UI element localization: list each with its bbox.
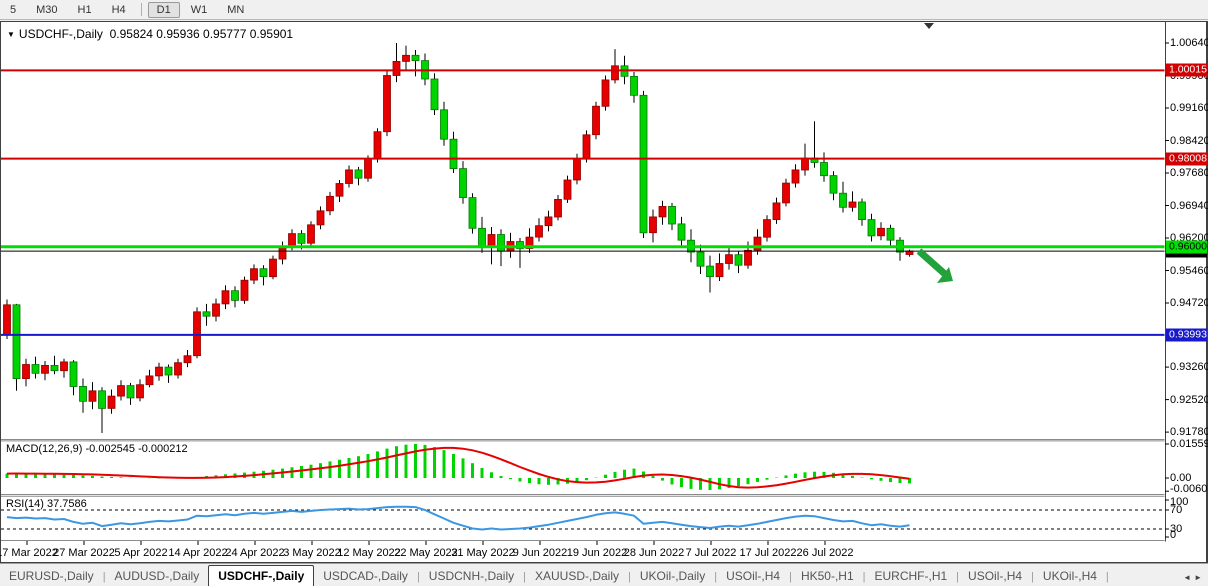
timeframe-button-h4[interactable]: H4 [111, 3, 126, 16]
tab-separator: | [862, 571, 866, 583]
price-tick-label: 0.91780 [1170, 426, 1208, 439]
price-level-badge: 0.98008 [1166, 152, 1207, 166]
date-label: 31 May 2022 [451, 547, 515, 559]
timeframe-toolbar: 5 M30 H1 H4 D1 W1 MN [0, 0, 1208, 20]
tab-separator: | [714, 571, 718, 583]
symbol-tab-usoil-h4[interactable]: USOil-,H4 [726, 569, 781, 583]
date-label: 28 Jun 2022 [623, 547, 685, 559]
tab-separator: | [956, 571, 960, 583]
date-label: 14 Apr 2022 [168, 547, 228, 559]
price-tick-label: 0.95460 [1170, 264, 1208, 277]
macd-axis-label: 0.00 [1170, 472, 1192, 484]
symbol-tab-usdcad-daily[interactable]: USDCAD-,Daily [323, 569, 408, 583]
price-tick-label: 0.96940 [1170, 199, 1208, 212]
symbol-tab-hk50-h1[interactable]: HK50-,H1 [800, 569, 854, 583]
symbol-tab-usdcnh-daily[interactable]: USDCNH-,Daily [428, 569, 515, 583]
chart-symbol-label: USDCHF-,Daily [18, 27, 103, 41]
price-tick-label: 0.97680 [1170, 167, 1208, 179]
rsi-axis-label: 30 [1170, 523, 1183, 535]
date-label: 12 May 2022 [337, 547, 401, 559]
macd-name: MACD(12,26,9) [6, 443, 83, 455]
date-label: 5 Apr 2022 [114, 547, 168, 559]
price-tick-label: 0.92520 [1170, 393, 1208, 406]
date-label: 3 May 2022 [283, 547, 341, 559]
price-level-badge: 1.00015 [1166, 63, 1207, 77]
rsi-indicator-label: RSI(14) 37.7586 [6, 498, 87, 510]
date-label: 26 Jul 2022 [796, 547, 854, 559]
date-label: 27 Mar 2022 [53, 547, 115, 559]
symbol-tab-ukoil-h4[interactable]: UKOil-,H4 [1042, 569, 1097, 583]
rsi-name: RSI(14) [6, 498, 44, 510]
chart-title: ▼ USDCHF-,Daily 0.95824 0.95936 0.95777 0… [7, 27, 293, 41]
symbol-tab-xauusd-daily[interactable]: XAUUSD-,Daily [535, 569, 620, 583]
macd-axis-label: 0.015596 [1170, 438, 1208, 450]
tab-separator: | [1031, 571, 1034, 583]
symbol-dropdown-icon[interactable]: ▼ [7, 30, 15, 39]
price-tick-label: 0.94720 [1170, 297, 1208, 309]
chart-window [0, 21, 1208, 564]
timeframe-button-w1[interactable]: W1 [190, 3, 208, 16]
symbol-tab-bar: EURUSD-,Daily | AUDUSD-,Daily USDCHF-,Daily… [0, 563, 1208, 586]
chart-ohlc-values: 0.95824 0.95936 0.95777 0.95901 [109, 27, 294, 41]
date-label: 22 May 2022 [394, 547, 458, 559]
date-label: 17 Mar 2022 [0, 547, 58, 559]
tab-scroll-left-icon[interactable]: ◄ [1183, 573, 1195, 582]
timeframe-button-m30[interactable]: M30 [36, 3, 58, 16]
tab-separator: | [523, 571, 526, 583]
price-level-badge: 0.93993 [1166, 328, 1207, 342]
macd-indicator-label: MACD(12,26,9) -0.002545 -0.000212 [6, 443, 188, 455]
tab-separator: | [416, 571, 420, 583]
tab-separator: | [628, 571, 631, 583]
symbol-tab-eurusd-daily[interactable]: EURUSD-,Daily [9, 569, 94, 583]
tab-separator: | [789, 571, 792, 583]
date-label: 24 Apr 2022 [225, 547, 285, 559]
rsi-axis-label: 0 [1170, 529, 1177, 541]
date-label: 7 Jul 2022 [685, 547, 737, 559]
date-label: 17 Jul 2022 [739, 547, 797, 559]
price-tick-label: 0.93260 [1170, 361, 1208, 374]
timeframe-button-mn[interactable]: MN [227, 3, 245, 16]
macd-values: -0.002545 -0.000212 [85, 443, 188, 455]
date-label: 19 Jun 2022 [566, 547, 628, 559]
price-level-badge: 0.96000 [1166, 240, 1207, 254]
symbol-tab-usdchf-daily[interactable]: USDCHF-,Daily [208, 565, 315, 586]
symbol-tab-eurchf-h1[interactable]: EURCHF-,H1 [874, 569, 948, 583]
tab-separator: | [1105, 571, 1109, 583]
toolbar-separator [140, 3, 142, 16]
timeframe-button-5[interactable]: 5 [10, 3, 17, 16]
symbol-tab-ukoil-daily[interactable]: UKOil-,Daily [639, 569, 706, 583]
tab-scroll-right-icon[interactable]: ► [1194, 573, 1205, 582]
rsi-axis-label: 70 [1170, 504, 1183, 516]
timeframe-button-h1[interactable]: H1 [77, 3, 92, 16]
price-tick-label: 0.99160 [1170, 102, 1208, 114]
rsi-axis-label: 100 [1170, 496, 1189, 508]
price-tick-label: 1.00640 [1170, 37, 1208, 49]
symbol-tab-audusd-daily[interactable]: AUDUSD-,Daily [114, 569, 200, 583]
macd-axis-label: -0.0060555 [1170, 483, 1208, 495]
rsi-value: 37.7586 [46, 498, 87, 510]
price-tick-label: 0.98420 [1170, 134, 1208, 147]
symbol-tab-usoil-h4[interactable]: USOil-,H4 [968, 569, 1023, 583]
timeframe-button-d1[interactable]: D1 [147, 1, 180, 18]
tab-separator: | [102, 571, 106, 583]
date-label: 9 Jun 2022 [512, 547, 568, 559]
